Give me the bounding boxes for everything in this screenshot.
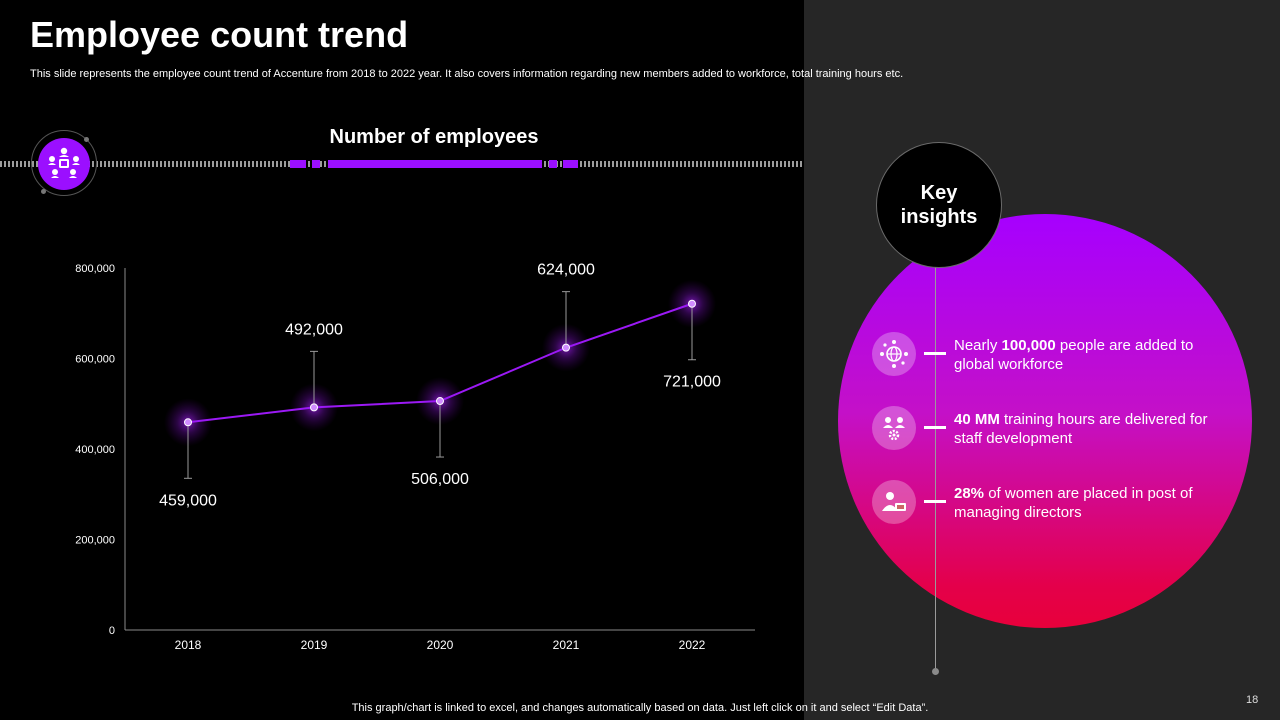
footer-note: This graph/chart is linked to excel, and… (351, 702, 929, 714)
timeline-line (935, 266, 936, 670)
x-tick-label: 2022 (679, 638, 706, 652)
y-tick-label: 800,000 (75, 263, 115, 275)
insight-connector (924, 352, 946, 355)
accent-bar-segment (549, 160, 557, 168)
insight-connector (924, 426, 946, 429)
data-point-2022 (688, 299, 696, 308)
team-meeting-icon (38, 138, 90, 190)
emblem-ring-dot (84, 137, 89, 142)
data-point-2020 (436, 397, 444, 406)
key-insights-line1: Key (920, 182, 958, 204)
insight-item-2: 40 MM training hours are delivered for s… (954, 411, 1208, 447)
data-point-2021 (562, 343, 570, 352)
y-tick-label: 0 (109, 625, 115, 637)
key-insights-line2: insights (900, 206, 978, 228)
globe-network-icon (872, 332, 916, 376)
data-point-2018 (184, 418, 192, 427)
accent-bar-segment (312, 160, 320, 168)
slide-title: Employee count trend (30, 14, 409, 55)
employee-line-chart: 0 200,000 400,000 600,000 800,000 2018 2019 202… (75, 262, 755, 652)
data-label-2020: 506,000 (411, 471, 469, 488)
key-insights-badge: Key insights (876, 142, 1002, 268)
page-number: 18 (1246, 694, 1259, 706)
accent-bar-segment (563, 160, 578, 168)
emblem-ring (31, 130, 97, 196)
data-point-2019 (310, 403, 318, 412)
chart-title: Number of employees (329, 126, 539, 148)
x-tick-label: 2019 (301, 638, 328, 652)
x-tick-label: 2018 (175, 638, 202, 652)
accent-bar-segment (328, 160, 542, 168)
y-tick-label: 200,000 (75, 535, 115, 547)
data-label-2019: 492,000 (285, 321, 343, 338)
insights-circle (838, 214, 1252, 628)
timeline-end-dot (932, 668, 939, 675)
insight-item-3: 28% of women are placed in post of manag… (954, 485, 1193, 521)
emblem-ring-dot (41, 189, 46, 194)
y-tick-label: 600,000 (75, 354, 115, 366)
insight-item-1: Nearly 100,000 people are added to globa… (954, 337, 1194, 373)
manager-icon (872, 480, 916, 524)
data-label-2022: 721,000 (663, 374, 721, 391)
insight-connector (924, 500, 946, 503)
accent-bar-segment (290, 160, 306, 168)
data-label-2018: 459,000 (159, 492, 217, 509)
data-label-2021: 624,000 (537, 262, 595, 279)
y-tick-label: 400,000 (75, 444, 115, 456)
x-tick-label: 2021 (553, 638, 580, 652)
x-tick-label: 2020 (427, 638, 454, 652)
team-training-icon (872, 406, 916, 450)
slide-subtitle: This slide represents the employee count… (30, 68, 904, 80)
